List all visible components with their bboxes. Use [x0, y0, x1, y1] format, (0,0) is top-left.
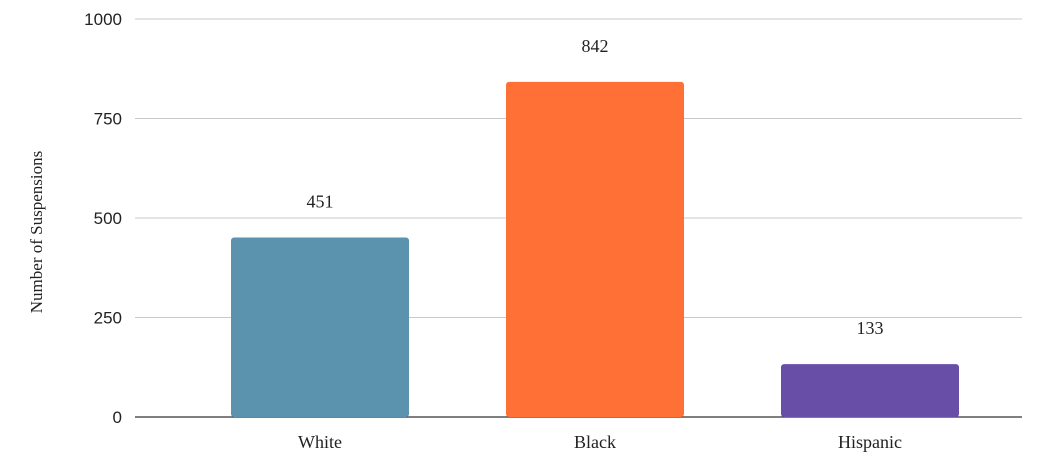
x-axis-ticks: White Black Hispanic [298, 432, 902, 452]
bar-hispanic [781, 364, 959, 417]
x-tick-label-white: White [298, 432, 342, 452]
y-tick-label: 750 [94, 110, 122, 129]
y-tick-label: 500 [94, 209, 122, 228]
bar-white [231, 237, 409, 417]
bars [231, 81, 959, 417]
data-labels: 451 842 133 [307, 36, 884, 338]
data-label-white: 451 [307, 192, 334, 212]
x-tick-label-black: Black [574, 432, 616, 452]
y-tick-label: 0 [113, 408, 122, 427]
y-tick-label: 1000 [84, 10, 122, 29]
y-axis-ticks: 0 250 500 750 1000 [84, 10, 122, 427]
bar-black [506, 81, 684, 417]
data-label-black: 842 [582, 36, 609, 56]
y-axis-title: Number of Suspensions [27, 151, 46, 313]
x-tick-label-hispanic: Hispanic [838, 432, 902, 452]
data-label-hispanic: 133 [857, 318, 884, 338]
y-tick-label: 250 [94, 309, 122, 328]
